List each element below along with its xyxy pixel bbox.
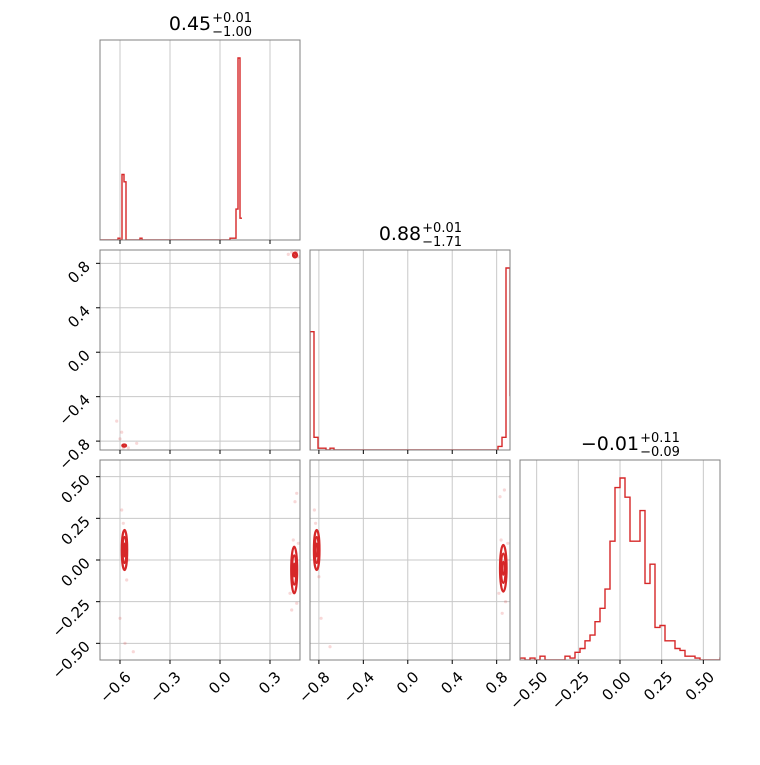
sample-point-1-2-2 xyxy=(312,508,316,512)
title-value-0: 0.45 xyxy=(169,13,211,35)
title-minus-0: −1.00 xyxy=(212,25,252,40)
sample-point-0-2-3 xyxy=(120,508,124,512)
sample-point-0-2-11 xyxy=(288,591,292,595)
text-layer: 0.45 +0.01−1.000.88 +0.01−1.71−0.01 +0.11−0… xyxy=(49,11,718,713)
sample-point-1-2-0 xyxy=(314,521,318,525)
sample-point-0-2-5 xyxy=(131,650,135,654)
sample-point-0-2-1 xyxy=(125,578,129,582)
xtick-label-1-4: 0.8 xyxy=(482,668,512,698)
xtick-label-2-2: 0.00 xyxy=(598,668,634,704)
scatter-panel-1-2-frame xyxy=(309,459,511,661)
contour-1-2-3 xyxy=(498,543,508,593)
sample-point-0-1-6 xyxy=(286,252,290,256)
contour-1-2-5 xyxy=(501,560,506,576)
contour-1-2-2 xyxy=(315,542,319,558)
contour-0-2-3 xyxy=(290,545,299,595)
ytick-label-1-4: 0.8 xyxy=(64,257,94,287)
sample-point-0-2-6 xyxy=(291,538,295,542)
contour-0-2-1 xyxy=(122,535,128,565)
sample-point-0-1-3 xyxy=(120,430,124,434)
sample-point-0-2-0 xyxy=(121,521,125,525)
pair-group-1-2 xyxy=(312,488,510,649)
xtick-label-0-2: 0.0 xyxy=(205,668,235,698)
histogram-1 xyxy=(310,267,510,450)
sample-point-0-1-9 xyxy=(115,419,119,423)
xtick-label-1-1: −0.4 xyxy=(340,668,378,706)
sample-point-0-1-1 xyxy=(126,446,130,450)
title-value-1: 0.88 xyxy=(379,223,421,245)
ytick-label-1-3: 0.4 xyxy=(64,302,94,332)
xtick-label-0-1: −0.3 xyxy=(146,668,184,706)
sample-point-0-2-13 xyxy=(295,491,299,495)
xtick-label-2-1: −0.25 xyxy=(548,668,593,713)
ytick-label-2-4: 0.50 xyxy=(57,471,93,507)
sample-point-1-2-1 xyxy=(317,575,321,579)
sample-point-1-2-7 xyxy=(500,611,504,615)
sample-point-1-2-9 xyxy=(506,541,510,545)
scatter-panel-0-1-frame xyxy=(99,249,301,451)
hist-panel-0-frame xyxy=(99,39,301,241)
hist-panel-1-frame xyxy=(309,249,511,451)
contour-0-1-1 xyxy=(292,252,297,257)
data-layer xyxy=(100,57,720,660)
xtick-label-0-0: −0.6 xyxy=(96,668,134,706)
sample-point-1-2-3 xyxy=(319,616,323,620)
sample-point-1-2-8 xyxy=(498,495,502,499)
ytick-label-1-0: −0.8 xyxy=(55,435,93,473)
contour-0-1-3 xyxy=(122,443,127,448)
contour-1-2-0 xyxy=(312,528,321,572)
xtick-label-2-4: 0.50 xyxy=(682,668,718,704)
grid-layer xyxy=(100,40,704,660)
sample-point-0-1-2 xyxy=(135,441,139,445)
ytick-label-2-3: 0.25 xyxy=(57,512,93,548)
contour-0-2-2 xyxy=(122,542,127,558)
sample-point-1-2-4 xyxy=(328,645,332,649)
sample-point-0-2-9 xyxy=(293,500,297,504)
histogram-2 xyxy=(520,477,720,660)
xtick-label-2-3: 0.25 xyxy=(640,668,676,704)
xtick-label-2-0: −0.50 xyxy=(506,668,551,713)
sample-point-0-2-12 xyxy=(123,641,127,645)
xtick-label-0-3: 0.3 xyxy=(255,668,285,698)
ytick-label-2-1: −0.25 xyxy=(49,596,94,641)
sample-point-0-2-8 xyxy=(290,608,294,612)
title-value-2: −0.01 xyxy=(581,433,639,455)
ytick-label-2-0: −0.50 xyxy=(49,637,94,682)
ytick-label-2-2: 0.00 xyxy=(57,554,93,590)
contour-1-2-4 xyxy=(500,552,507,585)
xtick-label-1-3: 0.4 xyxy=(437,668,467,698)
frame-layer xyxy=(96,39,721,664)
sample-point-0-2-4 xyxy=(118,616,122,620)
sample-point-1-2-10 xyxy=(497,591,501,595)
sample-point-1-2-11 xyxy=(502,488,506,492)
title-plus-0: +0.01 xyxy=(212,11,252,26)
sample-point-0-2-10 xyxy=(296,541,300,545)
title-plus-1: +0.01 xyxy=(422,221,462,236)
pair-group-0-2 xyxy=(118,491,300,654)
ytick-label-1-2: 0.0 xyxy=(64,346,94,376)
xtick-label-1-2: 0.0 xyxy=(393,668,423,698)
histogram-0 xyxy=(100,57,242,240)
sample-point-1-2-6 xyxy=(504,600,508,604)
title-minus-2: −0.09 xyxy=(640,445,680,460)
xtick-label-1-0: −0.8 xyxy=(295,668,333,706)
contour-0-2-5 xyxy=(292,562,296,578)
contour-0-2-0 xyxy=(120,528,129,572)
sample-point-0-1-0 xyxy=(118,437,122,441)
sample-point-0-2-7 xyxy=(295,601,299,605)
sample-point-1-2-5 xyxy=(499,538,503,542)
pair-group-0-1 xyxy=(115,250,300,450)
contour-0-2-4 xyxy=(291,554,297,586)
title-minus-1: −1.71 xyxy=(422,235,462,250)
ytick-label-1-1: −0.4 xyxy=(55,391,93,429)
title-plus-2: +0.11 xyxy=(640,431,680,446)
